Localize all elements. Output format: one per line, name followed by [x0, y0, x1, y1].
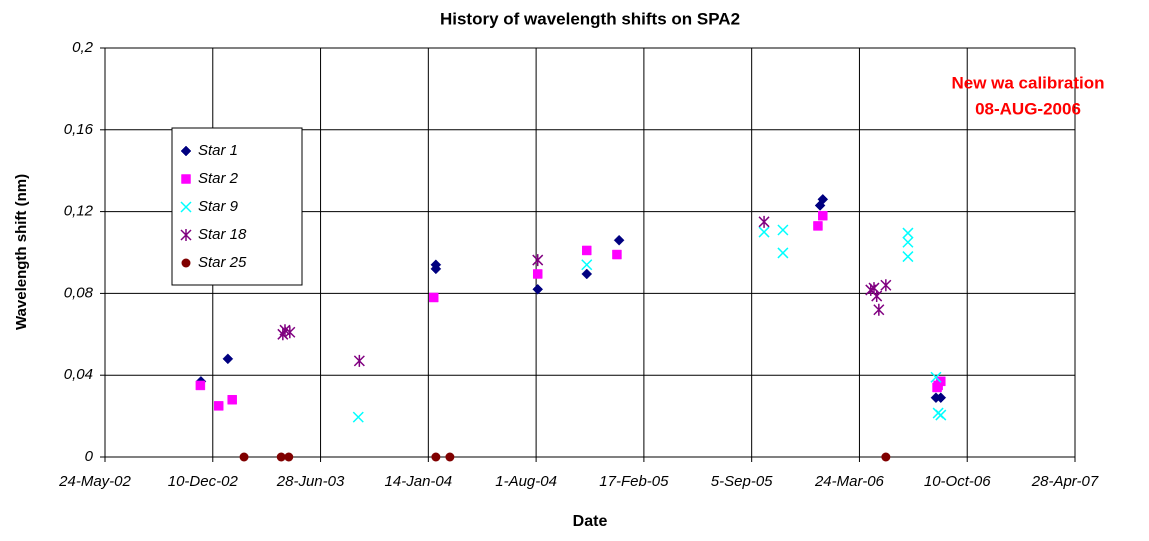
marker	[352, 411, 364, 423]
marker	[818, 210, 828, 221]
marker	[428, 292, 439, 303]
marker	[222, 353, 234, 365]
marker	[195, 380, 206, 391]
x-tick-label: 5-Sep-05	[711, 473, 773, 490]
marker	[276, 452, 286, 462]
marker	[758, 215, 770, 228]
marker	[284, 452, 294, 462]
marker	[777, 224, 789, 236]
legend: Star 1 Star 2 Star 9 Star 18 Star 25	[171, 127, 303, 286]
annotation: New wa calibration	[951, 73, 1104, 92]
y-tick-label: 0,2	[72, 39, 94, 56]
x-tick-label: 24-May-02	[58, 473, 131, 490]
marker	[935, 392, 947, 404]
marker	[935, 409, 947, 421]
marker	[431, 452, 441, 462]
marker	[581, 259, 593, 271]
marker	[532, 283, 544, 295]
series	[277, 215, 892, 367]
marker	[881, 452, 891, 462]
marker	[873, 303, 885, 316]
x-axis-label: Date	[573, 513, 608, 530]
x-tick-label: 14-Jan-04	[385, 473, 453, 490]
legend-box	[171, 127, 303, 286]
x-tick-label: 28-Jun-03	[276, 473, 345, 490]
marker	[777, 247, 789, 259]
legend-label: Star 2	[198, 170, 239, 187]
marker	[445, 452, 455, 462]
marker	[613, 234, 625, 246]
marker	[813, 221, 823, 231]
marker	[581, 268, 593, 280]
y-axis-label: Wavelength shift (nm)	[13, 174, 30, 330]
legend-marker	[181, 258, 191, 268]
x-tick-label: 24-Mar-06	[814, 473, 885, 490]
y-tick-label: 0,12	[64, 203, 94, 220]
series	[239, 452, 891, 462]
chart-title: History of wavelength shifts on SPA2	[440, 9, 740, 28]
y-tick-label: 0,16	[64, 121, 94, 138]
x-tick-label: 1-Aug-04	[495, 473, 557, 490]
marker	[353, 354, 365, 367]
x-tick-label: 17-Feb-05	[599, 473, 669, 490]
marker	[239, 452, 249, 462]
x-tick-label: 10-Oct-06	[924, 473, 991, 490]
marker	[817, 193, 829, 205]
y-tick-label: 0,08	[64, 284, 94, 301]
marker	[213, 401, 224, 411]
annotation: 08-AUG-2006	[975, 99, 1081, 118]
marker	[532, 269, 543, 279]
marker	[612, 249, 622, 260]
legend-marker	[181, 174, 191, 184]
legend-label: Star 25	[198, 254, 247, 271]
y-tick-label: 0,04	[64, 366, 93, 383]
marker	[930, 371, 942, 383]
x-tick-label: 10-Dec-02	[168, 473, 239, 490]
series	[352, 224, 947, 423]
legend-marker	[180, 229, 192, 241]
legend-label: Star 9	[198, 198, 239, 215]
y-tick-label: 0	[85, 448, 94, 465]
marker	[582, 245, 592, 256]
marker	[902, 236, 914, 248]
legend-label: Star 1	[198, 142, 238, 159]
marker	[227, 394, 237, 405]
legend-label: Star 18	[198, 226, 247, 243]
marker	[902, 227, 914, 239]
marker	[758, 226, 770, 238]
x-tick-label: 28-Apr-07	[1031, 473, 1099, 490]
marker	[284, 326, 296, 339]
marker	[902, 251, 914, 263]
legend-marker	[180, 201, 192, 213]
legend-marker	[180, 145, 192, 157]
marker	[532, 254, 544, 267]
marker	[871, 290, 883, 303]
marker	[880, 279, 892, 292]
marker	[430, 259, 442, 271]
